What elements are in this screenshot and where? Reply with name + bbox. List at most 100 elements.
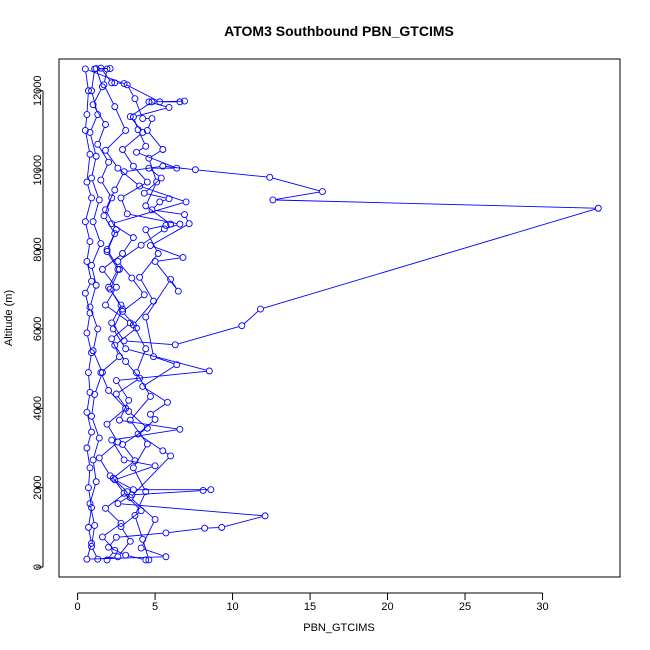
data-point <box>145 154 153 162</box>
data-point <box>136 273 144 281</box>
series-segment <box>124 446 134 459</box>
y-tick-label: 10000 <box>32 155 44 186</box>
series-segment <box>131 422 146 442</box>
data-point <box>88 349 95 357</box>
series-segment <box>153 203 158 209</box>
series-segment <box>92 418 99 436</box>
data-point <box>162 529 170 537</box>
series-segment <box>86 450 90 465</box>
series-segment <box>125 495 140 509</box>
series-segment <box>165 166 193 170</box>
series-segment <box>90 135 96 154</box>
data-point <box>159 162 167 170</box>
series-segment <box>132 457 169 496</box>
data-point <box>319 188 326 196</box>
series-segment <box>98 146 108 160</box>
y-tick-label: 6000 <box>32 317 44 341</box>
data-point <box>88 174 95 182</box>
data-point <box>84 87 92 95</box>
data-point <box>108 319 116 327</box>
data-point <box>148 206 156 214</box>
data-point <box>131 95 139 103</box>
series-segment <box>107 232 116 248</box>
series-segment <box>117 480 131 489</box>
data-point <box>95 454 103 462</box>
series-segment <box>162 199 167 202</box>
series-segment <box>90 506 95 523</box>
data-point <box>129 321 137 329</box>
data-point <box>109 474 117 482</box>
data-point <box>95 434 103 442</box>
data-point <box>83 178 91 186</box>
data-point <box>98 265 106 273</box>
data-point <box>111 79 119 87</box>
data-point <box>117 301 125 309</box>
data-point <box>146 242 154 250</box>
series-segment <box>127 340 173 346</box>
data-point <box>137 507 145 515</box>
series-segment <box>115 462 133 477</box>
data-point <box>269 196 277 204</box>
data-point <box>81 126 89 134</box>
data-point <box>139 383 147 390</box>
series-segment <box>87 546 92 557</box>
data-point <box>174 287 182 295</box>
x-tick-label: 30 <box>536 601 548 613</box>
series-segment <box>133 119 138 127</box>
series-segment <box>105 218 114 232</box>
series-segment <box>148 121 152 128</box>
x-tick-label: 5 <box>152 601 158 613</box>
series-segment <box>113 325 123 339</box>
series-segment <box>128 87 134 97</box>
data-point <box>103 420 111 428</box>
series-segment <box>224 516 263 528</box>
data-point <box>89 101 97 109</box>
series-segment <box>147 193 167 199</box>
series-segment <box>151 150 161 158</box>
data-point <box>111 186 119 194</box>
data-point <box>134 430 142 438</box>
data-point <box>112 377 120 384</box>
data-point <box>97 64 105 72</box>
series-segment <box>132 499 154 518</box>
data-point <box>139 115 147 122</box>
series-segment <box>275 191 320 200</box>
data-point <box>156 98 164 106</box>
series-segment <box>147 207 169 223</box>
data-point <box>129 464 137 472</box>
data-point <box>122 345 130 353</box>
data-point <box>84 523 92 531</box>
series-segment <box>111 271 119 287</box>
data-point <box>94 555 102 563</box>
data-point <box>125 396 133 404</box>
series-segment <box>154 209 182 215</box>
data-point <box>108 194 116 202</box>
series-segment <box>88 510 92 525</box>
series-segment <box>122 528 130 539</box>
series-segment <box>104 87 114 105</box>
data-point <box>81 218 89 226</box>
series-points <box>81 64 602 564</box>
data-point <box>102 301 109 309</box>
data-point <box>146 410 154 418</box>
chart-title: ATOM3 Southbound PBN_GTCIMS <box>224 23 454 39</box>
x-tick-label: 15 <box>304 601 316 613</box>
series-segment <box>87 434 92 446</box>
series-segment <box>93 462 97 479</box>
data-point <box>88 504 95 511</box>
data-point <box>140 189 148 197</box>
data-point <box>83 257 91 265</box>
data-point <box>148 115 156 122</box>
data-point <box>111 230 119 238</box>
data-point <box>145 556 153 564</box>
series-segment <box>94 89 102 103</box>
data-point <box>167 220 175 228</box>
series-segment <box>107 510 120 522</box>
data-point <box>95 196 103 204</box>
series-segment <box>136 107 167 117</box>
series-segment <box>168 528 202 534</box>
series-segment <box>140 421 154 433</box>
data-point <box>105 158 113 166</box>
series-segment <box>85 224 90 239</box>
data-point <box>105 386 113 394</box>
